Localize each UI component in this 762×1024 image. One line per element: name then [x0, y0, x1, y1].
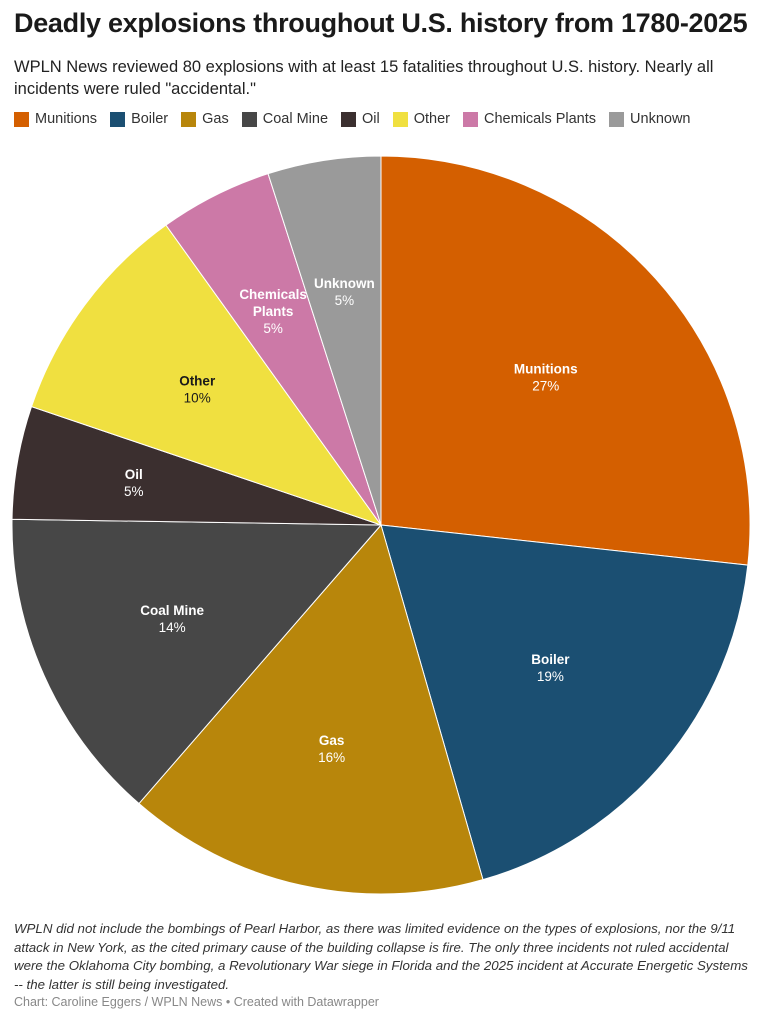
legend-label: Unknown — [630, 111, 691, 127]
chart-credit: Chart: Caroline Eggers / WPLN News • Cre… — [14, 995, 379, 1009]
legend-label: Gas — [202, 111, 229, 127]
legend-item-oil: Oil — [341, 111, 380, 127]
legend-label: Chemicals Plants — [484, 111, 597, 127]
pie-slice-munitions — [380, 155, 751, 566]
slice-value: 16% — [318, 750, 345, 765]
legend-label: Other — [413, 111, 451, 127]
chart-legend: Munitions Boiler Gas Coal Mine Oil Other Chemi… — [14, 111, 703, 127]
slice-name: Coal Mine — [140, 603, 204, 618]
pie-chart: Munitions 27% Boiler 19% Gas 16% Coal Mine 14% O… — [11, 155, 751, 895]
legend-item-munitions: Munitions — [14, 111, 97, 127]
legend-swatch — [110, 111, 126, 127]
legend-item-boiler: Boiler — [110, 111, 168, 127]
slice-name: Oil — [125, 467, 143, 482]
slice-label-unknown: Unknown 5% — [314, 276, 375, 308]
slice-value: 10% — [184, 390, 211, 405]
slice-label-gas: Gas 16% — [318, 733, 345, 765]
slice-label-chemicals-plants: Chemicals Plants 5% — [239, 287, 307, 336]
slice-name: Gas — [319, 733, 345, 748]
slice-name: Plants — [253, 304, 294, 319]
slice-value: 5% — [263, 321, 283, 336]
slice-value: 19% — [537, 669, 564, 684]
slice-value: 14% — [159, 620, 186, 635]
slice-label-other: Other 10% — [179, 373, 216, 405]
pie-slice-gas — [138, 523, 484, 895]
slice-name: Munitions — [514, 362, 578, 377]
legend-item-gas: Gas — [181, 111, 229, 127]
slice-label-boiler: Boiler 19% — [531, 652, 570, 684]
legend-label: Oil — [362, 111, 380, 127]
legend-item-coal-mine: Coal Mine — [241, 111, 329, 127]
legend-swatch — [463, 111, 479, 127]
slice-name: Boiler — [531, 652, 570, 667]
legend-swatch — [14, 111, 29, 127]
slice-label-oil: Oil 5% — [124, 467, 144, 499]
slice-label-munitions: Munitions 27% — [514, 362, 578, 394]
legend-label: Boiler — [131, 111, 169, 127]
legend-swatch — [609, 111, 625, 127]
slice-name: Unknown — [314, 276, 375, 291]
pie-slice-coal-mine — [11, 518, 383, 805]
slice-label-coal-mine: Coal Mine 14% — [140, 603, 204, 635]
legend-swatch — [341, 111, 357, 127]
chart-title: Deadly explosions throughout U.S. histor… — [14, 8, 748, 38]
legend-item-unknown: Unknown — [609, 111, 690, 127]
legend-label: Coal Mine — [262, 111, 329, 127]
slice-name: Other — [179, 373, 216, 388]
pie-slice-boiler — [380, 524, 749, 881]
slice-value: 27% — [532, 379, 559, 394]
legend-label: Munitions — [35, 111, 98, 127]
legend-swatch — [392, 111, 408, 127]
slice-value: 5% — [124, 484, 144, 499]
chart-subtitle: WPLN News reviewed 80 explosions with at… — [14, 58, 714, 98]
chart-note: WPLN did not include the bombings of Pea… — [14, 921, 748, 992]
legend-item-chemicals-plants: Chemicals Plants — [463, 111, 596, 127]
slice-name: Chemicals — [239, 287, 307, 302]
legend-swatch — [181, 111, 197, 127]
legend-item-other: Other — [392, 111, 451, 127]
slice-value: 5% — [335, 293, 355, 308]
legend-swatch — [241, 111, 257, 127]
pie-slice-other — [30, 224, 383, 526]
pie-slice-unknown — [267, 155, 382, 526]
